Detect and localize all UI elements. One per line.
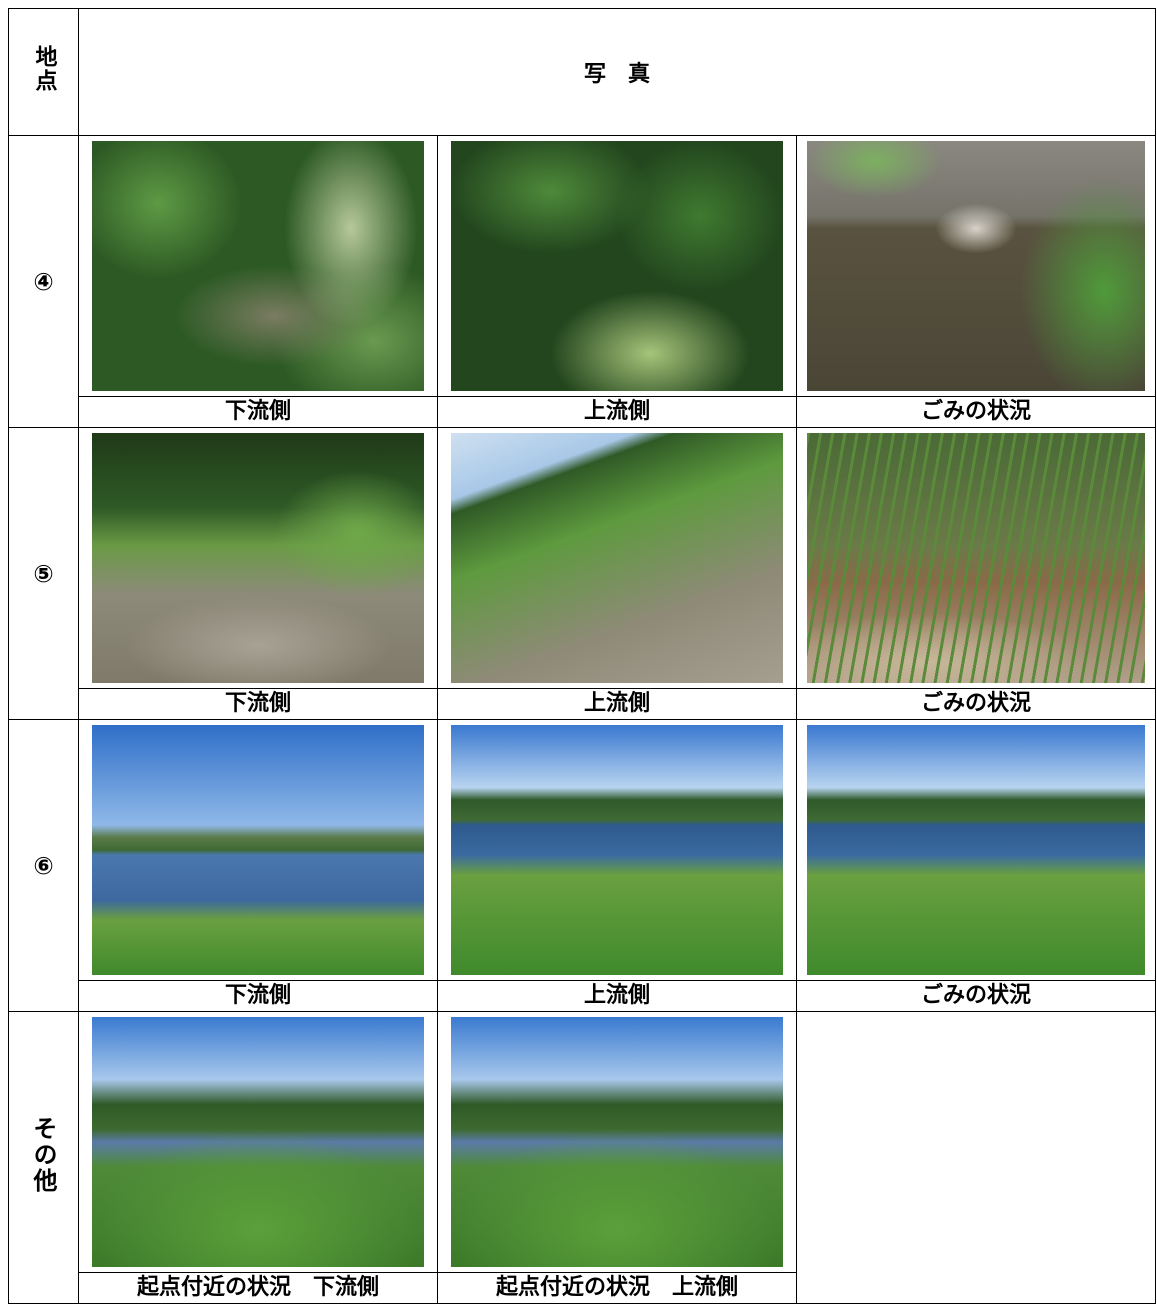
photo (451, 141, 783, 391)
caption: 上流側 (437, 688, 797, 720)
caption: 起点付近の状況 下流側 (78, 1272, 438, 1304)
header-point-text: 地点 (31, 45, 57, 93)
caption: ごみの状況 (796, 396, 1156, 428)
photo (807, 141, 1145, 391)
caption: ごみの状況 (796, 980, 1156, 1012)
photo (92, 1017, 424, 1267)
caption: 下流側 (78, 396, 438, 428)
header-point: 地点 (8, 8, 79, 136)
point-cell: ⑤ (8, 427, 79, 720)
caption: 起点付近の状況 上流側 (437, 1272, 797, 1304)
empty-cell (796, 1011, 1156, 1304)
photo (807, 725, 1145, 975)
caption: 上流側 (437, 396, 797, 428)
header-photo: 写 真 (78, 8, 1156, 136)
photo (451, 725, 783, 975)
photo (92, 433, 424, 683)
caption: 下流側 (78, 688, 438, 720)
photo (807, 433, 1145, 683)
photo (92, 141, 424, 391)
photo (451, 1017, 783, 1267)
caption: ごみの状況 (796, 688, 1156, 720)
photo (92, 725, 424, 975)
photo (451, 433, 783, 683)
point-text: その他 (29, 1115, 57, 1194)
point-cell: ⑥ (8, 719, 79, 1012)
photo-table: 地点 写 真 ④ 下流側 上流側 ごみの状況 ⑤ 下流側 上流側 ごみの状況 ⑥… (8, 8, 1156, 1304)
caption: 上流側 (437, 980, 797, 1012)
point-cell: ④ (8, 135, 79, 428)
point-cell: その他 (8, 1011, 79, 1304)
caption: 下流側 (78, 980, 438, 1012)
